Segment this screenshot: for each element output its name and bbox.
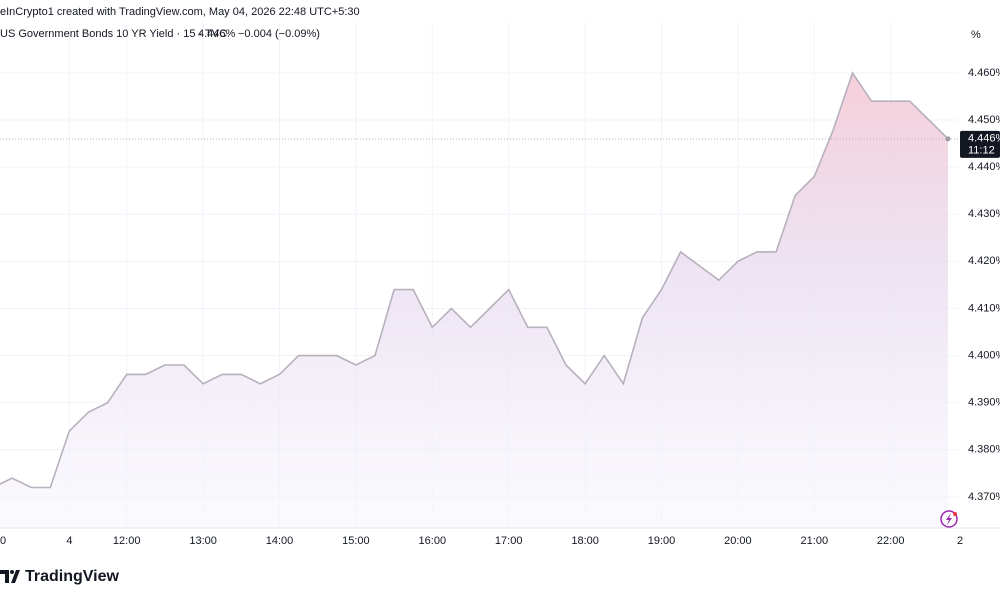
y-tick-label: 4.430% [968, 208, 1000, 220]
area-fill [0, 72, 948, 528]
y-tick-label: 4.410% [968, 302, 1000, 314]
x-tick-label: 2 [957, 535, 963, 547]
x-tick-label: 18:00 [571, 535, 599, 547]
y-tick-label: 4.460% [968, 67, 1000, 79]
unit-label: % [971, 29, 981, 41]
legend-change: −0.004 (−0.09%) [238, 28, 320, 40]
x-tick-label: 17:00 [495, 535, 523, 547]
last-price-box [960, 130, 1000, 158]
x-tick-label: 20:00 [724, 535, 752, 547]
x-tick-label: 22:00 [877, 535, 905, 547]
y-tick-label: 4.440% [968, 161, 1000, 173]
legend-value: 4.446% [198, 28, 236, 40]
price-line [0, 71, 949, 489]
x-tick-label: 0 [0, 535, 6, 547]
last-price-label: 4.446% [968, 133, 1000, 145]
x-tick-label: 4 [66, 535, 72, 547]
x-tick-label: 19:00 [648, 535, 676, 547]
plot-area [0, 71, 951, 528]
brand-logo: TradingView [0, 568, 120, 585]
y-tick-label: 4.400% [968, 349, 1000, 361]
legend-name: US Government Bonds 10 YR Yield · 15 · T… [0, 28, 227, 40]
countdown-label: 11:12 [968, 145, 995, 157]
x-tick-label: 16:00 [419, 535, 447, 547]
brand-name: TradingView [25, 568, 120, 585]
bolt-icon[interactable] [940, 510, 958, 528]
x-tick-label: 13:00 [189, 535, 217, 547]
y-tick-label: 4.380% [968, 444, 1000, 456]
header: eInCrypto1 created with TradingView.com,… [0, 6, 360, 18]
y-tick-label: 4.390% [968, 397, 1000, 409]
x-tick-label: 14:00 [266, 535, 294, 547]
y-tick-label: 4.370% [968, 491, 1000, 503]
x-tick-label: 21:00 [801, 535, 829, 547]
y-tick-label: 4.450% [968, 114, 1000, 126]
x-tick-label: 15:00 [342, 535, 370, 547]
x-tick-label: 12:00 [113, 535, 141, 547]
y-tick-label: 4.420% [968, 255, 1000, 267]
